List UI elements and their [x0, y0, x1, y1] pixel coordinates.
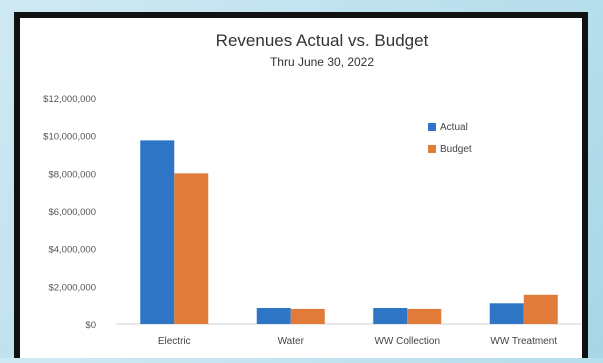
y-tick-label: $12,000,000	[43, 94, 96, 105]
legend-label-budget: Budget	[440, 144, 472, 155]
chart-title: Revenues Actual vs. Budget	[216, 31, 429, 50]
legend: Actual Budget	[428, 122, 472, 155]
bar-actual-electric	[140, 140, 175, 324]
bar-actual-ww-collection	[373, 307, 408, 324]
revenue-bar-chart: Revenues Actual vs. Budget Thru June 30,…	[43, 31, 582, 347]
x-tick-label: WW Treatment	[490, 336, 557, 347]
x-axis-labels: Electric Water WW Collection WW Treatment	[158, 336, 557, 347]
bar-budget-water	[290, 308, 325, 324]
legend-swatch-budget	[428, 145, 436, 153]
y-tick-label: $2,000,000	[48, 282, 96, 293]
legend-swatch-actual	[428, 123, 436, 131]
x-tick-label: Electric	[158, 336, 191, 347]
y-tick-label: $6,000,000	[48, 207, 96, 218]
bar-actual-water	[256, 307, 291, 324]
bar-budget-ww-collection	[407, 308, 442, 324]
chart-subtitle: Thru June 30, 2022	[270, 55, 374, 69]
bars-group	[140, 140, 558, 324]
legend-label-actual: Actual	[440, 122, 468, 133]
bar-budget-ww-treatment	[523, 294, 558, 324]
x-tick-label: Water	[278, 336, 305, 347]
bar-budget-electric	[174, 173, 209, 324]
y-tick-label: $0	[85, 320, 96, 331]
y-tick-label: $4,000,000	[48, 245, 96, 256]
y-axis: $0 $2,000,000 $4,000,000 $6,000,000 $8,000,0…	[43, 94, 96, 331]
x-tick-label: WW Collection	[374, 336, 440, 347]
y-tick-label: $10,000,000	[43, 132, 96, 143]
y-tick-label: $8,000,000	[48, 169, 96, 180]
chart-card: Revenues Actual vs. Budget Thru June 30,…	[14, 12, 588, 358]
bar-actual-ww-treatment	[489, 303, 524, 324]
